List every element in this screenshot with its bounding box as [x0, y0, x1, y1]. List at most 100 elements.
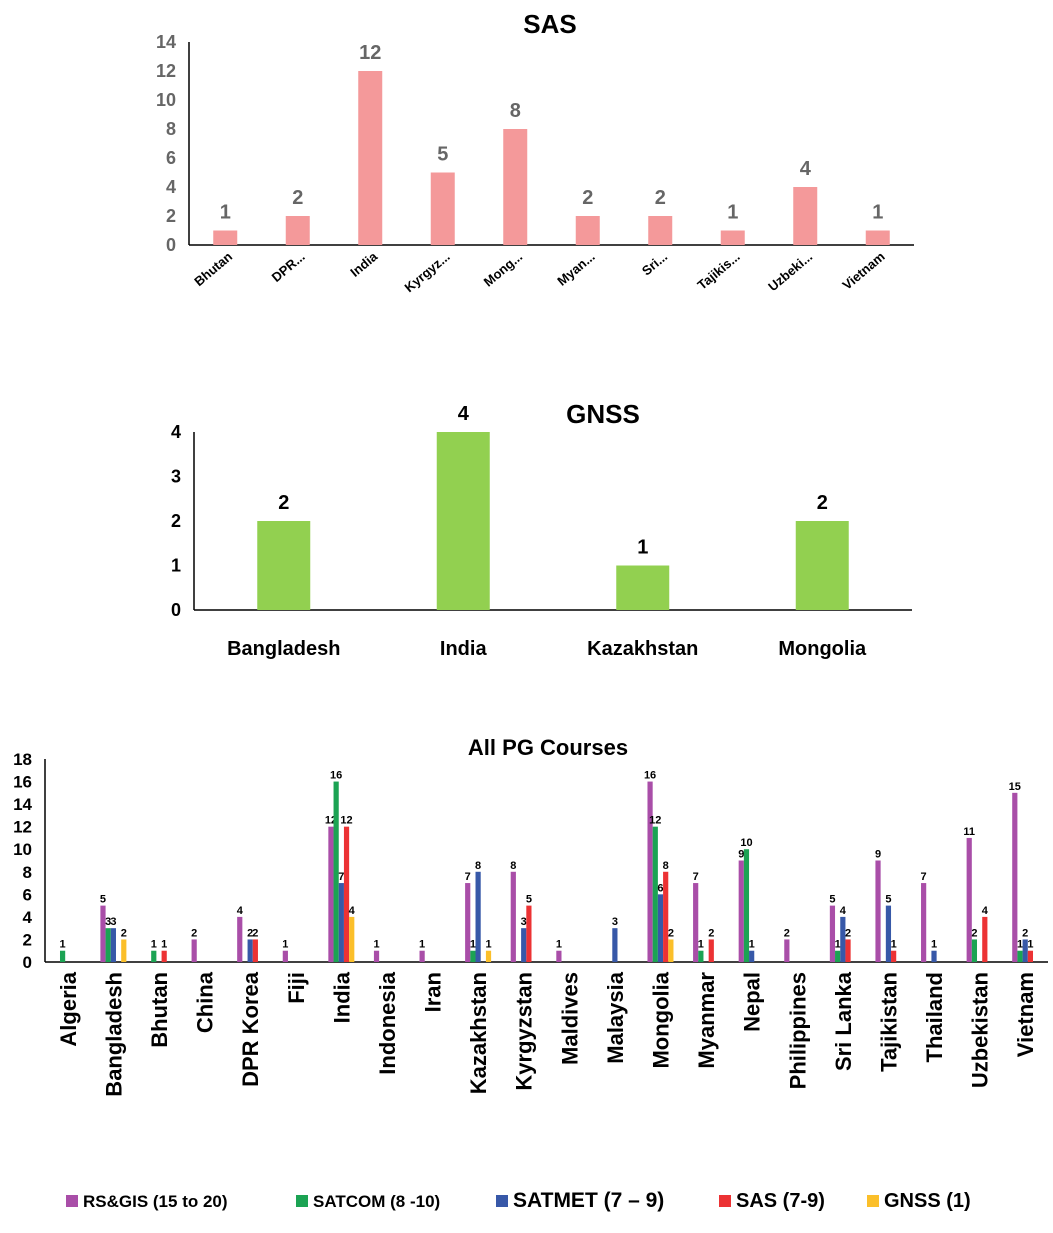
all-pg-courses-title: All PG Courses [468, 735, 628, 760]
data-label: 5 [100, 894, 106, 906]
data-label: 5 [829, 894, 835, 906]
bar-algeria-satcom-8-10 [59, 950, 66, 962]
data-label: 1 [373, 939, 379, 951]
data-label: 12 [340, 815, 352, 827]
bar-bangladesh-satcom-8-10 [105, 928, 111, 962]
category-label: Kyrgyz... [402, 249, 453, 295]
data-label: 9 [738, 849, 744, 861]
bar-dpr-korea-sas-7-9 [252, 939, 258, 962]
data-label: 2 [668, 927, 674, 939]
all-pg-courses-chart: All PG Courses 0246810121416181Algeria53… [13, 735, 1048, 1212]
bar-india-rs-gis-15-to-20 [328, 826, 334, 962]
data-label: 3 [612, 916, 618, 928]
data-label: 4 [840, 905, 847, 917]
category-label: Vietnam [1013, 972, 1038, 1057]
data-label: 2 [252, 927, 258, 939]
category-label: Thailand [922, 972, 947, 1062]
data-label: 4 [982, 905, 989, 917]
bar-nepal-rs-gis-15-to-20 [738, 860, 744, 962]
bar-vietnam-rs-gis-15-to-20 [1012, 792, 1018, 962]
bar-india-sas-7-9 [343, 826, 350, 962]
y-tick-label: 10 [13, 840, 32, 859]
category-label: India [440, 638, 488, 660]
y-tick-label: 18 [13, 750, 32, 769]
data-label: 4 [237, 905, 244, 917]
bar-uzbekistan-satcom-8-10 [971, 939, 978, 962]
bar-sri-lanka-satmet-7-9 [840, 916, 846, 962]
bar-bangladesh [257, 521, 311, 610]
y-tick-label: 14 [13, 795, 32, 814]
bar-kazakhstan-satmet-7-9 [475, 871, 481, 962]
data-label: 1 [698, 939, 704, 951]
data-label: 2 [278, 492, 289, 514]
category-label: Kazakhstan [587, 638, 698, 660]
bar-indonesia-rs-gis-15-to-20 [373, 950, 380, 962]
legend-swatch-satmet-7-9 [496, 1195, 508, 1207]
all-pg-courses-legend: RS&GIS (15 to 20) SATCOM (8 -10) SATMET (7… [66, 1189, 971, 1212]
category-label: Tajikistan [876, 972, 901, 1072]
data-label: 4 [349, 905, 356, 917]
category-label: Algeria [56, 971, 81, 1046]
data-label: 15 [1009, 781, 1021, 793]
y-tick-label: 14 [156, 32, 176, 52]
data-label: 8 [663, 860, 669, 872]
bar-mong [503, 129, 528, 245]
bar-mongolia-satcom-8-10 [652, 826, 658, 962]
bar-vietnam [865, 230, 890, 245]
category-label: Mong... [481, 249, 525, 290]
bar-myanmar-rs-gis-15-to-20 [693, 883, 699, 962]
category-label: Sri... [639, 249, 670, 279]
data-label: 2 [292, 187, 303, 209]
category-label: Myanmar [694, 972, 719, 1069]
sas-chart-title: SAS [523, 9, 576, 39]
bar-bhutan [213, 230, 238, 245]
bar-dpr-korea-satmet-7-9 [247, 939, 253, 962]
data-label: 2 [247, 927, 253, 939]
data-label: 2 [121, 927, 127, 939]
bar-bhutan-satcom-8-10 [151, 950, 157, 962]
y-tick-label: 0 [166, 235, 176, 255]
y-tick-label: 12 [156, 61, 176, 81]
category-label: Fiji [284, 972, 309, 1004]
bar-uzbeki [793, 187, 818, 245]
data-label: 8 [475, 860, 481, 872]
category-label: Bangladesh [101, 972, 126, 1097]
category-label: Bhutan [147, 972, 172, 1048]
legend-swatch-gnss-1 [867, 1195, 879, 1207]
bar-tajikis [720, 230, 745, 245]
data-label: 12 [359, 42, 381, 64]
bar-mongolia-gnss-1 [668, 939, 674, 962]
data-label: 16 [644, 770, 656, 782]
bar-vietnam-sas-7-9 [1027, 950, 1034, 962]
bar-sri-lanka-satcom-8-10 [835, 950, 841, 962]
bar-mongolia-satmet-7-9 [657, 894, 664, 962]
data-label: 1 [556, 939, 562, 951]
category-label: Kazakhstan [466, 972, 491, 1094]
bar-fiji-rs-gis-15-to-20 [282, 950, 288, 962]
category-label: Maldives [557, 972, 582, 1065]
data-label: 2 [845, 927, 851, 939]
data-label: 5 [526, 894, 532, 906]
y-tick-label: 0 [171, 600, 181, 620]
legend-label: SATCOM (8 -10) [313, 1192, 440, 1211]
bar-bhutan-sas-7-9 [161, 950, 167, 962]
y-tick-label: 8 [166, 119, 176, 139]
gnss-chart-title: GNSS [566, 399, 640, 429]
gnss-plot-area: 0 1 2 3 4 2 Bangladesh 4 India 1 Kazakhstan 2 Mongol… [171, 403, 912, 660]
bar-myanmar-sas-7-9 [708, 939, 714, 962]
bar-kyrgyz [430, 172, 455, 245]
data-label: 12 [649, 815, 661, 827]
bar-bangladesh-gnss-1 [121, 939, 127, 962]
bar-iran-rs-gis-15-to-20 [419, 950, 425, 962]
y-tick-label: 4 [23, 908, 33, 927]
data-label: 1 [891, 939, 897, 951]
data-label: 7 [693, 871, 699, 883]
category-label: Philippines [785, 972, 810, 1089]
bar-sri-lanka-sas-7-9 [845, 939, 851, 962]
bar-bangladesh-satmet-7-9 [110, 928, 116, 962]
data-label: 8 [510, 100, 521, 122]
category-label: Vietnam [839, 249, 887, 293]
data-label: 2 [784, 927, 790, 939]
legend-label: SAS (7-9) [736, 1190, 825, 1212]
